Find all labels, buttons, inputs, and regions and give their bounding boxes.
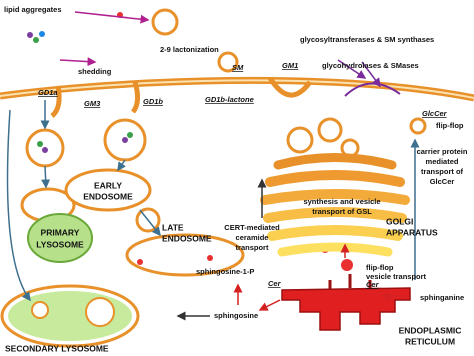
label: GlcCer xyxy=(422,109,448,118)
vesicles xyxy=(20,8,427,277)
label: mediated xyxy=(426,157,459,166)
label: 2-9 lactonization xyxy=(160,45,219,54)
label: RETICULUM xyxy=(405,336,455,346)
label: APPARATUS xyxy=(386,227,438,237)
label: sphingosine-1-P xyxy=(196,267,254,276)
label: GM1 xyxy=(282,61,298,70)
label: SECONDARY LYSOSOME xyxy=(5,343,109,353)
label: lipid aggregates xyxy=(4,5,62,14)
label: glycosyltransferases & SM synthases xyxy=(300,35,434,44)
lysosomes xyxy=(0,213,140,348)
label: transport of xyxy=(421,167,464,176)
arrows xyxy=(6,11,420,321)
label: GD1a xyxy=(38,88,58,97)
label: shedding xyxy=(78,67,112,76)
label: transport of GSL xyxy=(312,207,372,216)
label: GlcCer xyxy=(430,177,455,186)
label: glycohydrolases & SMases xyxy=(322,61,419,70)
label: flip-flop xyxy=(366,263,394,272)
label: GM3 xyxy=(84,99,101,108)
label: synthesis and vesicle xyxy=(303,197,380,206)
label: flip-flop xyxy=(436,121,464,130)
label: LATE xyxy=(162,222,184,232)
label: transport xyxy=(236,243,269,252)
endoplasmic-reticulum xyxy=(281,274,411,331)
label: vesicle transport xyxy=(366,272,427,281)
label: CERT-mediated xyxy=(224,223,280,232)
plasma-membrane xyxy=(0,76,474,118)
golgi-apparatus xyxy=(260,153,410,257)
label: GD1b-lactone xyxy=(205,95,254,104)
label: ENDOSOME xyxy=(83,191,133,201)
label: carrier protein xyxy=(417,147,468,156)
label: sphinganine xyxy=(420,293,464,302)
label: sphingosine xyxy=(214,311,258,320)
label: LYSOSOME xyxy=(36,239,84,249)
label: ENDOPLASMIC xyxy=(399,325,462,335)
label: Cer xyxy=(268,279,282,288)
label: ceramide xyxy=(236,233,269,242)
label: GOLGI xyxy=(386,216,413,226)
label: Cer xyxy=(366,280,380,289)
label: PRIMARY xyxy=(41,227,80,237)
label: SM xyxy=(232,63,244,72)
label: EARLY xyxy=(94,180,122,190)
label: ENDOSOME xyxy=(162,233,212,243)
label: GD1b xyxy=(143,97,163,106)
